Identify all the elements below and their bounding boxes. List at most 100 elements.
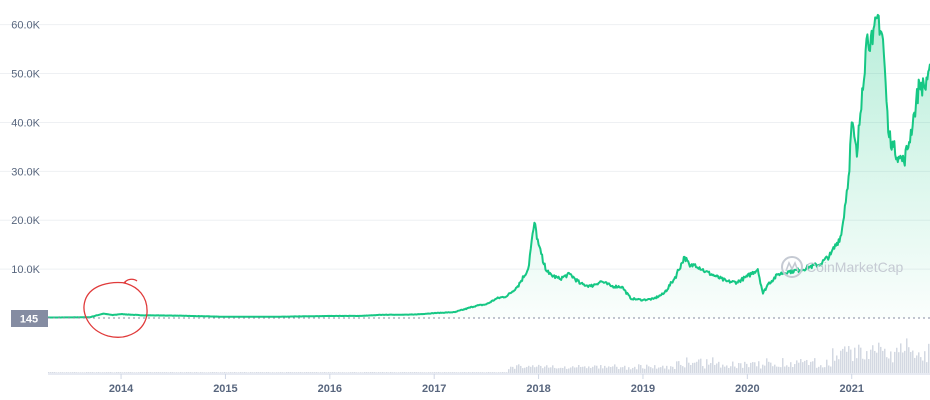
volume-bar: [356, 372, 358, 373]
volume-bar: [228, 372, 230, 373]
volume-bar: [360, 372, 362, 373]
volume-bar: [658, 367, 660, 373]
volume-bar: [270, 372, 272, 373]
volume-bar: [720, 367, 722, 373]
volume-bar: [838, 359, 840, 373]
volume-bar: [792, 367, 794, 373]
volume-bar: [240, 372, 242, 373]
volume-bar: [912, 350, 914, 373]
volume-bar: [708, 364, 710, 373]
volume-bar: [602, 368, 604, 373]
volume-bar: [310, 372, 312, 373]
volume-bar: [204, 372, 206, 373]
x-tick-label-4: 2018: [526, 383, 550, 395]
volume-bar: [198, 372, 200, 373]
volume-bar: [250, 372, 252, 373]
volume-bar: [824, 367, 826, 373]
volume-bar: [842, 348, 844, 373]
volume-bar: [382, 372, 384, 373]
volume-bar: [470, 372, 472, 373]
volume-bar: [672, 366, 674, 373]
volume-bar: [212, 372, 214, 373]
volume-bar: [84, 372, 86, 373]
volume-bar: [796, 360, 798, 373]
volume-bar: [780, 367, 782, 373]
volume-bar: [146, 372, 148, 373]
volume-bar: [730, 366, 732, 373]
volume-bar: [262, 372, 264, 373]
volume-bar: [778, 366, 780, 373]
volume-bar: [586, 368, 588, 373]
volume-bar: [848, 346, 850, 373]
volume-bar: [326, 372, 328, 373]
volume-bar: [698, 359, 700, 373]
volume-bar: [480, 372, 482, 373]
volume-bar: [404, 372, 406, 373]
volume-bar: [826, 359, 828, 373]
volume-bar: [514, 368, 516, 373]
volume-bar: [132, 372, 134, 373]
watermark-text: CoinMarketCap: [806, 259, 903, 275]
volume-bar: [758, 361, 760, 373]
volume-bar: [534, 367, 536, 373]
volume-bar: [558, 368, 560, 373]
volume-bar: [690, 364, 692, 373]
volume-bar: [370, 372, 372, 373]
volume-bar: [750, 362, 752, 373]
volume-bar: [640, 365, 642, 373]
volume-bar: [266, 372, 268, 373]
volume-bar: [552, 365, 554, 373]
volume-bar: [770, 362, 772, 373]
volume-bar: [542, 368, 544, 373]
volume-bar: [114, 372, 116, 373]
volume-bar: [782, 358, 784, 373]
volume-bar: [412, 372, 414, 373]
volume-bar: [420, 372, 422, 373]
volume-bar: [260, 372, 262, 373]
volume-bar: [784, 366, 786, 373]
volume-bar: [696, 361, 698, 373]
volume-bar: [872, 345, 874, 373]
volume-bar: [98, 372, 100, 373]
volume-bar: [906, 338, 908, 373]
volume-bar: [638, 364, 640, 373]
volume-bar: [622, 367, 624, 373]
volume-bar: [504, 372, 506, 373]
volume-bar: [406, 372, 408, 373]
volume-bar: [268, 372, 270, 373]
volume-bar: [484, 372, 486, 373]
volume-bar: [916, 355, 918, 373]
volume-bar: [112, 372, 114, 373]
volume-bar: [576, 367, 578, 373]
volume-bar: [700, 358, 702, 373]
volume-bar: [474, 372, 476, 373]
volume-bar: [366, 372, 368, 373]
volume-bar: [896, 347, 898, 373]
coinmarketcap-logo-icon: [781, 256, 803, 278]
volume-bar: [862, 358, 864, 373]
volume-bar: [742, 367, 744, 373]
volume-bar: [488, 372, 490, 373]
volume-bar: [122, 372, 124, 373]
volume-bar: [564, 366, 566, 373]
volume-bar: [374, 372, 376, 373]
volume-bar: [348, 372, 350, 373]
volume-bar: [176, 372, 178, 373]
volume-bar: [458, 372, 460, 373]
volume-bar: [710, 363, 712, 373]
volume-bar: [864, 359, 866, 373]
y-tick-label-1: 20.0K: [11, 215, 40, 227]
volume-bar: [452, 372, 454, 373]
volume-bar: [744, 361, 746, 373]
volume-bar: [634, 366, 636, 373]
volume-bar: [78, 372, 80, 373]
volume-bar: [522, 368, 524, 373]
volume-bar: [800, 359, 802, 373]
volume-bar: [654, 365, 656, 373]
volume-bar: [520, 365, 522, 373]
volume-bar: [620, 367, 622, 373]
volume-bar: [820, 365, 822, 373]
volume-bar: [324, 372, 326, 373]
volume-bar: [626, 369, 628, 373]
volume-bar: [94, 372, 96, 373]
